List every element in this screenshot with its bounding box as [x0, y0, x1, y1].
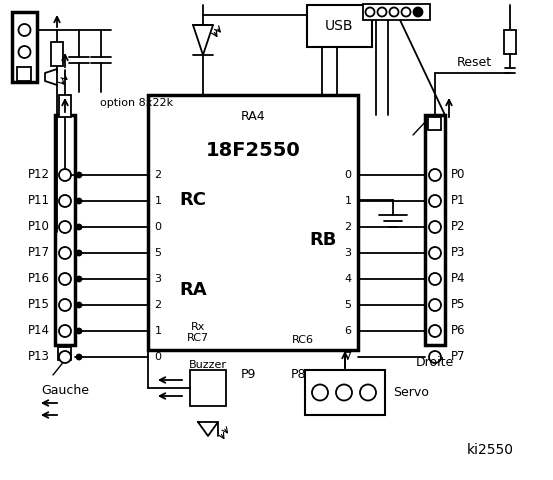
Circle shape [76, 199, 81, 204]
Text: 1: 1 [154, 326, 161, 336]
Bar [58, 347, 71, 360]
Circle shape [59, 325, 71, 337]
Text: 1: 1 [345, 196, 352, 206]
Text: ki2550: ki2550 [467, 443, 514, 457]
Circle shape [18, 24, 30, 36]
Text: Droite: Droite [416, 357, 454, 370]
Circle shape [429, 325, 441, 337]
Circle shape [336, 384, 352, 400]
Circle shape [59, 247, 71, 259]
Bar [428, 117, 441, 130]
Circle shape [76, 225, 81, 229]
Text: 5: 5 [345, 300, 352, 310]
Text: 0: 0 [154, 352, 161, 362]
Text: P16: P16 [28, 273, 50, 286]
Bar [504, 30, 516, 54]
Circle shape [366, 8, 374, 16]
Text: P10: P10 [28, 220, 50, 233]
Text: P9: P9 [241, 369, 255, 382]
Circle shape [59, 299, 71, 311]
Text: 5: 5 [154, 248, 161, 258]
Circle shape [59, 221, 71, 233]
Text: 0: 0 [345, 170, 352, 180]
Text: P15: P15 [28, 299, 50, 312]
Text: option 8x22k: option 8x22k [100, 98, 173, 108]
Text: P7: P7 [451, 350, 466, 363]
Circle shape [401, 8, 410, 16]
Text: Rx: Rx [191, 322, 205, 332]
Circle shape [59, 273, 71, 285]
Text: Gauche: Gauche [41, 384, 89, 396]
Text: RA: RA [179, 281, 207, 299]
Text: 3: 3 [154, 274, 161, 284]
Text: Buzzer: Buzzer [189, 360, 227, 370]
Text: P6: P6 [451, 324, 466, 337]
Text: 2: 2 [345, 222, 352, 232]
Circle shape [18, 46, 30, 58]
Text: P1: P1 [451, 194, 466, 207]
Text: 2: 2 [154, 170, 161, 180]
Circle shape [429, 299, 441, 311]
Text: RC: RC [180, 191, 206, 209]
Bar [12, 12, 37, 82]
Bar [190, 370, 226, 406]
Text: 1: 1 [154, 196, 161, 206]
Bar [17, 67, 31, 81]
Bar [51, 42, 63, 66]
Text: RC6: RC6 [292, 335, 314, 345]
Text: RB: RB [309, 231, 337, 249]
Text: P5: P5 [451, 299, 466, 312]
Text: Reset: Reset [457, 56, 492, 69]
Text: RC7: RC7 [187, 333, 209, 343]
Text: 7: 7 [345, 352, 352, 362]
Bar [55, 115, 75, 345]
Text: 4: 4 [345, 274, 352, 284]
Circle shape [76, 355, 81, 360]
Circle shape [429, 247, 441, 259]
Bar [59, 95, 71, 117]
Circle shape [389, 8, 399, 16]
Circle shape [429, 221, 441, 233]
Circle shape [59, 351, 71, 363]
Text: 2: 2 [154, 300, 161, 310]
Circle shape [429, 169, 441, 181]
Text: P14: P14 [28, 324, 50, 337]
Circle shape [76, 328, 81, 334]
Text: 6: 6 [345, 326, 352, 336]
Circle shape [360, 384, 376, 400]
Text: 0: 0 [154, 222, 161, 232]
Bar [425, 115, 445, 345]
Text: P2: P2 [451, 220, 466, 233]
Text: 3: 3 [345, 248, 352, 258]
Bar [363, 4, 430, 20]
Circle shape [59, 169, 71, 181]
Text: P11: P11 [28, 194, 50, 207]
Circle shape [414, 8, 422, 16]
Text: 18F2550: 18F2550 [206, 141, 300, 159]
Text: P8: P8 [290, 369, 306, 382]
Circle shape [429, 195, 441, 207]
Circle shape [429, 351, 441, 363]
Bar [148, 95, 358, 350]
Bar [305, 370, 385, 415]
Text: P12: P12 [28, 168, 50, 181]
Text: P17: P17 [28, 247, 50, 260]
Circle shape [76, 302, 81, 308]
Circle shape [429, 273, 441, 285]
Text: USB: USB [325, 19, 354, 33]
Circle shape [378, 8, 387, 16]
Circle shape [76, 251, 81, 255]
Circle shape [59, 195, 71, 207]
Text: RA4: RA4 [241, 110, 265, 123]
Text: P3: P3 [451, 247, 466, 260]
Circle shape [76, 276, 81, 281]
Circle shape [312, 384, 328, 400]
Text: P4: P4 [451, 273, 466, 286]
Text: Servo: Servo [393, 386, 429, 399]
Text: P0: P0 [451, 168, 466, 181]
Circle shape [76, 172, 81, 178]
Text: P13: P13 [28, 350, 50, 363]
Bar [307, 5, 372, 47]
